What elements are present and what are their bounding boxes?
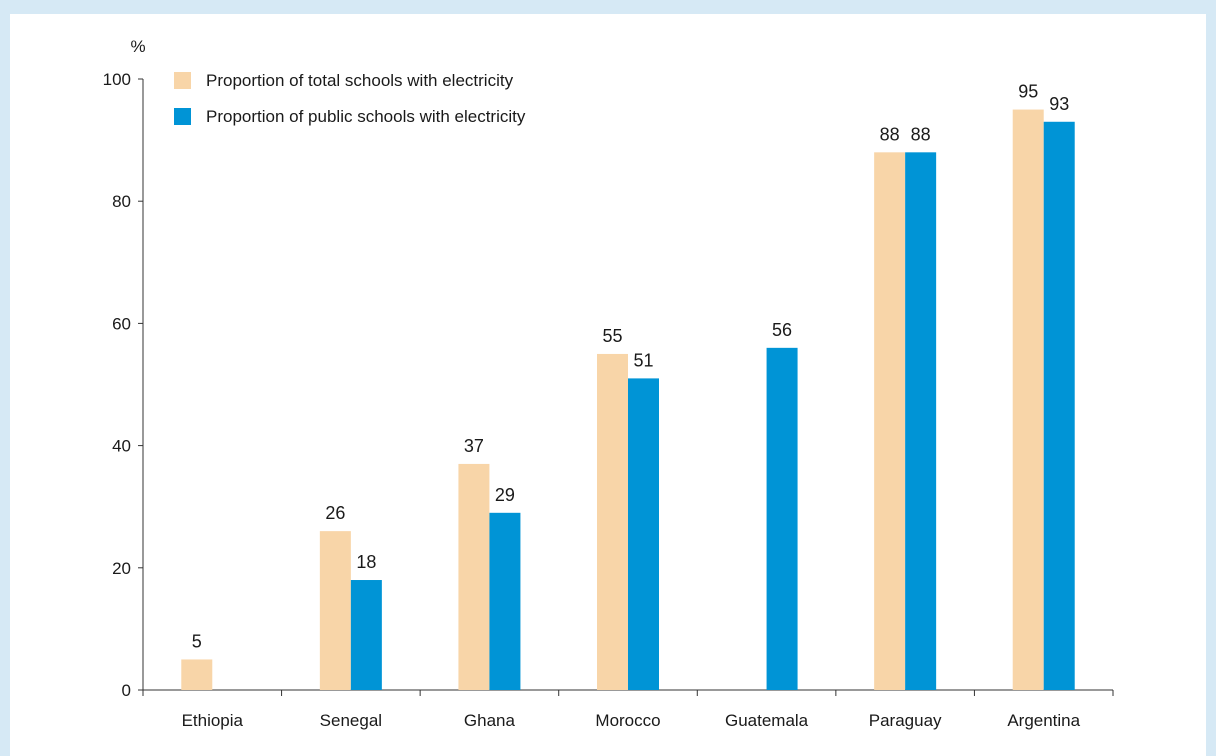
- data-label: 93: [1049, 94, 1069, 114]
- data-label: 55: [602, 326, 622, 346]
- data-label: 95: [1018, 82, 1038, 102]
- x-tick-label: Senegal: [320, 711, 382, 730]
- y-tick-label: 40: [112, 437, 131, 456]
- y-tick-label: 80: [112, 192, 131, 211]
- y-tick-label: 60: [112, 314, 131, 333]
- y-tick-label: 0: [122, 681, 131, 700]
- bar-total-schools: [319, 531, 351, 690]
- chart-frame: % Proportion of total schools with elect…: [10, 14, 1206, 756]
- y-tick-label: 20: [112, 559, 131, 578]
- data-label: 26: [325, 503, 345, 523]
- x-tick-label: Guatemala: [725, 711, 809, 730]
- x-axis: Ethiopia Senegal Ghana Morocco Guatemala Para…: [142, 689, 1114, 730]
- data-label: 5: [192, 631, 202, 651]
- bar-public-schools: [350, 580, 382, 690]
- x-tick-label: Morocco: [595, 711, 660, 730]
- bar-total-schools: [458, 463, 490, 690]
- bar-public-schools: [628, 378, 659, 690]
- bar-public-schools: [489, 512, 521, 690]
- bar-total-schools: [1012, 109, 1044, 691]
- x-tick-label: Paraguay: [869, 711, 942, 730]
- bar-total-schools: [597, 353, 628, 690]
- data-label: 88: [880, 124, 900, 144]
- bar-total-schools: [874, 152, 906, 690]
- y-tick-label: 100: [103, 70, 131, 89]
- data-label: 56: [772, 320, 792, 340]
- x-tick-label: Ghana: [464, 711, 516, 730]
- bar-public-schools: [1043, 121, 1075, 690]
- bar-public-schools: [766, 347, 798, 690]
- bar-chart: % Proportion of total schools with elect…: [103, 37, 1114, 730]
- legend-swatch: [174, 72, 191, 89]
- data-label: 88: [911, 124, 931, 144]
- legend-swatch: [174, 108, 191, 125]
- data-label: 29: [495, 485, 515, 505]
- data-label: 51: [633, 350, 653, 370]
- bar-public-schools: [905, 152, 937, 690]
- y-axis: 0 20 40 60 80 100: [103, 70, 144, 700]
- legend-label: Proportion of public schools with electr…: [206, 107, 526, 126]
- data-label: 18: [356, 552, 376, 572]
- bars: [181, 109, 1075, 691]
- legend-label: Proportion of total schools with electri…: [206, 71, 514, 90]
- x-tick-label: Ethiopia: [182, 711, 244, 730]
- data-label: 37: [464, 436, 484, 456]
- data-labels: 5 26 18 37 29 55 51 56 88 88 95 93: [192, 82, 1069, 652]
- y-axis-label: %: [130, 37, 145, 56]
- bar-total-schools: [181, 659, 213, 690]
- x-tick-label: Argentina: [1007, 711, 1080, 730]
- legend: Proportion of total schools with electri…: [174, 71, 526, 126]
